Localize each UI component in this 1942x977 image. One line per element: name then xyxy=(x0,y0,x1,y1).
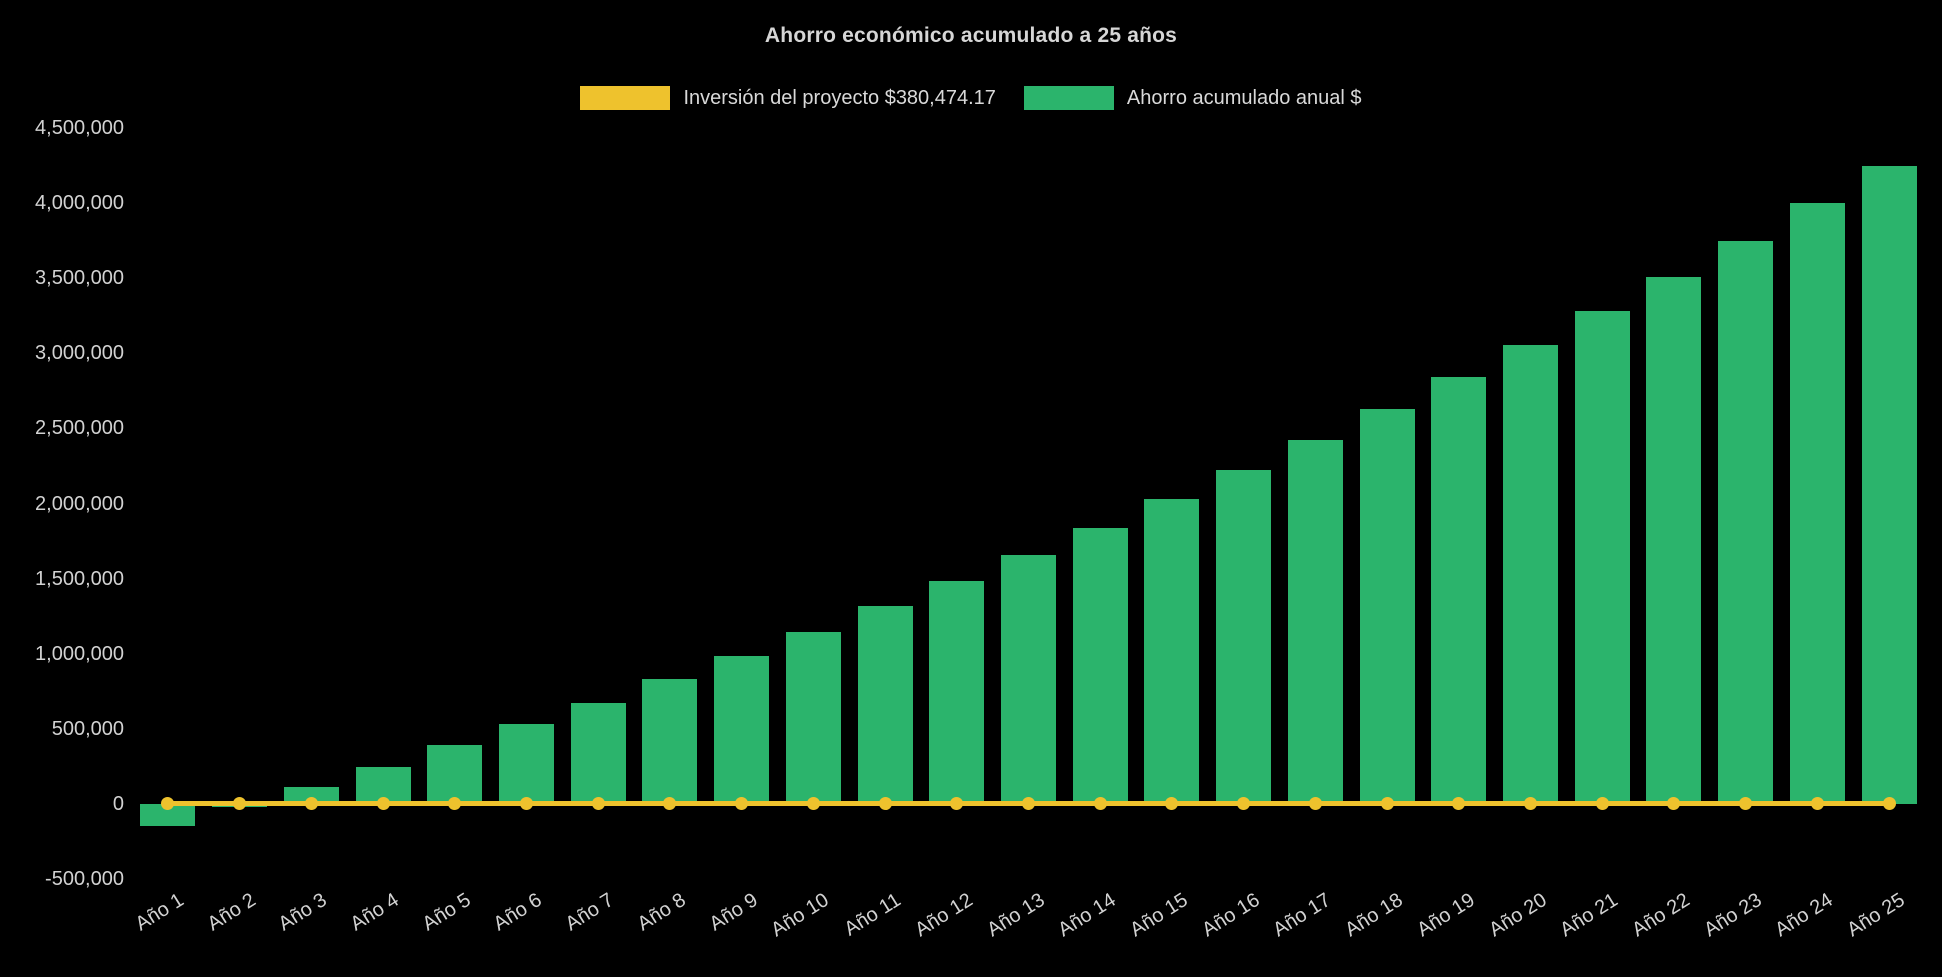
savings-swatch xyxy=(1023,86,1114,110)
investment-point[interactable] xyxy=(950,797,964,811)
legend-item-savings[interactable]: Ahorro acumulado anual $ xyxy=(1023,86,1362,110)
y-tick-label: 3,000,000 xyxy=(35,342,124,365)
bar[interactable] xyxy=(857,606,913,804)
investment-point[interactable] xyxy=(1165,797,1179,811)
bar[interactable] xyxy=(785,631,841,804)
investment-point[interactable] xyxy=(376,797,390,811)
investment-point[interactable] xyxy=(878,797,892,811)
investment-point[interactable] xyxy=(1452,797,1466,811)
y-axis: 4,500,000 4,000,000 3,500,000 3,000,000 2,50… xyxy=(0,117,124,890)
investment-point[interactable] xyxy=(1237,797,1251,811)
bar[interactable] xyxy=(1001,554,1056,804)
bar[interactable] xyxy=(1216,469,1272,804)
investment-point[interactable] xyxy=(591,797,605,811)
y-tick-label: 4,500,000 xyxy=(35,117,124,139)
y-tick-label: 0 xyxy=(112,792,124,815)
bar[interactable] xyxy=(498,723,554,804)
bar[interactable] xyxy=(1144,498,1200,804)
investment-point[interactable] xyxy=(1524,797,1538,811)
bar[interactable] xyxy=(140,803,196,827)
y-tick-label: 1,000,000 xyxy=(35,642,124,665)
x-axis: Año 1 Año 2 Año 3 Año 4 Año 5 Año 6 Año 7 Año 8… xyxy=(132,879,1925,970)
investment-point[interactable] xyxy=(304,797,318,811)
bar[interactable] xyxy=(1072,527,1128,804)
y-tick-label: 4,000,000 xyxy=(35,192,124,215)
bar[interactable] xyxy=(283,787,339,804)
bar[interactable] xyxy=(1789,203,1845,804)
investment-point[interactable] xyxy=(806,797,820,811)
investment-point[interactable] xyxy=(1308,797,1322,811)
investment-point[interactable] xyxy=(233,797,247,811)
investment-point[interactable] xyxy=(663,797,677,811)
y-tick-label: 1,500,000 xyxy=(35,567,124,590)
bar[interactable] xyxy=(929,580,985,804)
bar[interactable] xyxy=(1287,440,1343,804)
chart-title: Ahorro económico acumulado a 25 años xyxy=(764,24,1178,47)
investment-point[interactable] xyxy=(1739,797,1753,811)
investment-point[interactable] xyxy=(1810,797,1824,811)
bar[interactable] xyxy=(1359,408,1415,804)
y-tick-label: -500,000 xyxy=(45,868,124,890)
legend: Inversión del proyecto $380,474.17 Ahorr… xyxy=(0,86,1942,110)
investment-swatch xyxy=(580,86,671,110)
investment-point[interactable] xyxy=(1022,797,1035,811)
legend-label-investment: Inversión del proyecto $380,474.17 xyxy=(683,86,996,109)
investment-point[interactable] xyxy=(1882,797,1896,811)
y-tick-label: 2,000,000 xyxy=(35,492,124,515)
bar[interactable] xyxy=(1574,311,1630,804)
y-tick-label: 2,500,000 xyxy=(35,417,124,440)
investment-point[interactable] xyxy=(735,797,749,811)
bar[interactable] xyxy=(1646,276,1702,804)
legend-item-investment[interactable]: Inversión del proyecto $380,474.17 xyxy=(580,86,996,110)
bar[interactable] xyxy=(1718,240,1774,804)
investment-point[interactable] xyxy=(1093,797,1107,811)
plot-area xyxy=(132,128,1925,879)
bar[interactable] xyxy=(642,679,698,804)
investment-point[interactable] xyxy=(161,797,175,811)
investment-point[interactable] xyxy=(448,797,462,811)
y-tick-label: 3,500,000 xyxy=(35,267,124,290)
bar[interactable] xyxy=(1431,377,1487,804)
investment-point[interactable] xyxy=(519,797,533,811)
bar[interactable] xyxy=(1861,165,1917,804)
investment-point[interactable] xyxy=(1380,797,1394,811)
bar[interactable] xyxy=(1503,345,1559,804)
legend-label-savings: Ahorro acumulado anual $ xyxy=(1126,86,1362,109)
y-tick-label: 500,000 xyxy=(51,717,124,740)
bar[interactable] xyxy=(427,745,483,804)
bar[interactable] xyxy=(714,655,770,804)
bar[interactable] xyxy=(570,702,626,804)
investment-point[interactable] xyxy=(1667,797,1681,811)
investment-point[interactable] xyxy=(1595,797,1609,811)
